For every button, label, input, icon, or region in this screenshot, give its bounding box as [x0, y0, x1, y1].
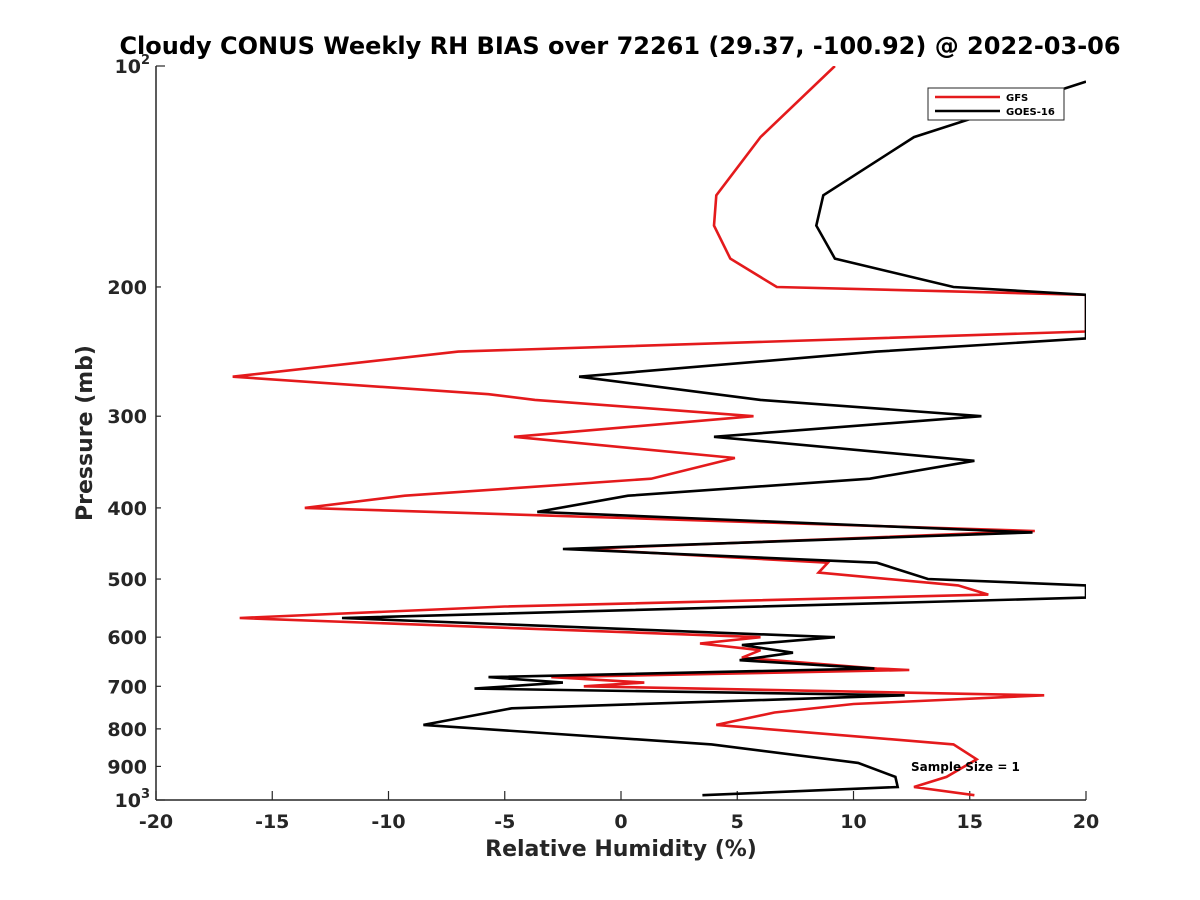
chart-title: Cloudy CONUS Weekly RH BIAS over 72261 (… [119, 32, 1120, 60]
x-tick-label: -5 [494, 811, 515, 833]
legend-label-goes16: GOES-16 [1006, 107, 1055, 118]
y-tick-label: 800 [107, 719, 147, 741]
x-tick-label: 5 [731, 811, 744, 833]
x-tick-label: -10 [371, 811, 405, 833]
y-tick-label: 600 [107, 627, 147, 649]
x-ticks: -20 -15 -10 -5 0 5 10 15 20 [139, 791, 1099, 833]
y-axis-label: Pressure (mb) [73, 345, 98, 521]
legend-box [927, 87, 1065, 121]
series-line-gfs [232, 66, 1086, 797]
sample-size-annotation: Sample Size = 1 [911, 760, 1020, 774]
x-tick-label: -15 [255, 811, 289, 833]
y-tick-label: 700 [107, 676, 147, 698]
series-line-goes16 [341, 80, 1086, 797]
y-tick-label: 300 [107, 406, 147, 428]
x-tick-label: 0 [614, 811, 627, 833]
plot-area: -20 -15 -10 -5 0 5 10 15 20 102 200 300 400 500 600 70… [107, 53, 1099, 833]
y-tick-label: 102 [115, 53, 151, 78]
x-axis-label: Relative Humidity (%) [485, 837, 757, 862]
y-tick-label: 103 [115, 787, 151, 812]
legend: GFS GOES-16 [927, 87, 1065, 121]
legend-label-gfs: GFS [1006, 93, 1028, 104]
y-tick-label: 200 [107, 277, 147, 299]
x-tick-label: 20 [1073, 811, 1099, 833]
y-tick-label: 900 [107, 756, 147, 778]
x-tick-label: 10 [840, 811, 866, 833]
y-ticks: 102 200 300 400 500 600 700 800 900 103 [107, 53, 165, 812]
x-tick-label: -20 [139, 811, 173, 833]
series-lines [232, 66, 1086, 797]
y-tick-label: 400 [107, 498, 147, 520]
x-tick-label: 15 [957, 811, 983, 833]
y-tick-label: 500 [107, 569, 147, 591]
